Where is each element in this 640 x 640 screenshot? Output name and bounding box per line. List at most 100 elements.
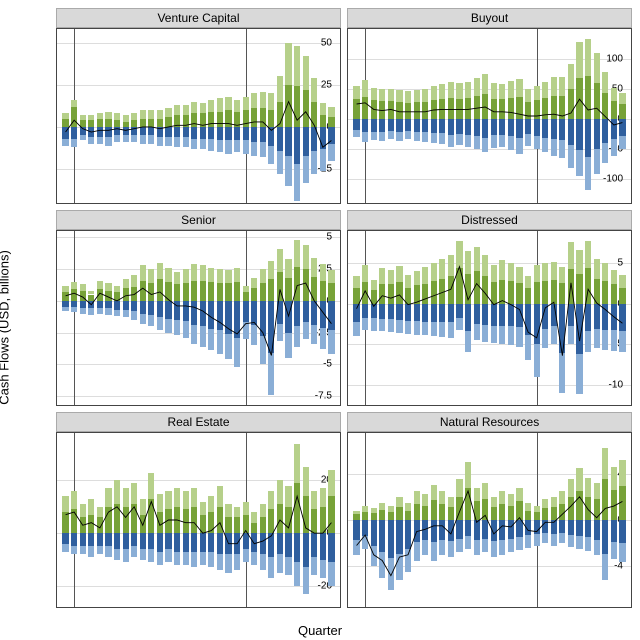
bar-pos [516, 97, 522, 119]
bar-neg [225, 127, 231, 141]
bar-neg-light [568, 145, 574, 168]
bar-neg [131, 301, 137, 311]
bar-pos-light [525, 276, 531, 288]
bar-pos [448, 98, 454, 119]
bar-neg-light [542, 329, 548, 348]
bar-pos-light [396, 266, 402, 282]
bar-neg-light [114, 549, 120, 560]
bar-neg [251, 533, 257, 551]
bar-neg [260, 533, 266, 554]
bar-neg-light [431, 542, 437, 561]
bar-neg [320, 533, 326, 559]
bar-neg-light [499, 540, 505, 555]
panel-distressed: Distressed-10-505 [347, 210, 632, 406]
bar-neg [251, 127, 257, 142]
bar-neg [243, 127, 249, 141]
bar-pos [474, 501, 480, 520]
bar-neg [285, 533, 291, 557]
bar-neg-light [234, 140, 240, 152]
bar-pos-light [191, 264, 197, 281]
bar-pos-light [62, 286, 68, 292]
bar-pos [516, 501, 522, 520]
bar-pos [534, 282, 540, 304]
bar-pos [320, 281, 326, 301]
bar-neg [542, 119, 548, 138]
bar-pos [140, 281, 146, 301]
bar-neg-light [277, 324, 283, 342]
bar-neg [260, 127, 266, 142]
bar-pos-light [105, 112, 111, 119]
bar-neg-light [611, 542, 617, 559]
bar-pos-light [499, 491, 505, 504]
bar-pos [225, 517, 231, 533]
bar-pos-light [422, 494, 428, 506]
bar-pos [285, 85, 291, 127]
bar-pos [303, 90, 309, 127]
bar-neg [508, 304, 514, 327]
bar-pos [439, 504, 445, 520]
bar-neg-light [499, 326, 505, 344]
bar-neg [568, 119, 574, 145]
bar-pos-light [353, 276, 359, 288]
facet-strip: Real Estate [56, 412, 341, 432]
bar-neg-light [353, 322, 359, 337]
bar-pos-light [516, 488, 522, 502]
bar-neg [422, 119, 428, 132]
bar-pos [602, 479, 608, 520]
bar-pos [542, 98, 548, 119]
bar-pos-light [208, 496, 214, 512]
bar-neg [105, 533, 111, 546]
bar-neg-light [388, 558, 394, 589]
bar-neg [611, 304, 617, 330]
bar-neg-light [585, 537, 591, 551]
bar-neg-light [534, 136, 540, 149]
bar-pos [328, 117, 334, 127]
bar-neg-light [559, 533, 565, 543]
bar-pos-light [482, 483, 488, 499]
bar-pos [499, 280, 505, 304]
bar-pos [234, 517, 240, 533]
bar-pos [294, 86, 300, 127]
bar-neg-light [371, 546, 377, 567]
bar-pos [328, 283, 334, 301]
bar-neg [422, 520, 428, 540]
bar-neg-light [268, 557, 274, 578]
bar-pos [243, 515, 249, 533]
bar-neg-light [88, 308, 94, 314]
bar-neg [328, 127, 334, 144]
bar-pos-light [260, 92, 266, 109]
bar-neg-light [251, 325, 257, 345]
bar-neg [542, 520, 548, 533]
bar-neg [320, 127, 326, 149]
bar-pos [285, 278, 291, 301]
bar-neg-light [277, 554, 283, 572]
bar-pos [71, 289, 77, 300]
bar-pos-light [431, 263, 437, 281]
bar-pos [97, 289, 103, 300]
bar-pos-light [594, 53, 600, 83]
bar-pos [251, 108, 257, 127]
bar-neg-light [594, 149, 600, 174]
bar-pos [602, 281, 608, 304]
bar-neg-light [508, 326, 514, 345]
bar-neg-light [97, 546, 103, 554]
bar-neg [534, 119, 540, 136]
bar-pos [140, 515, 146, 533]
bar-pos [191, 507, 197, 533]
bar-neg [594, 119, 600, 149]
y-tick-label: -10 [609, 379, 623, 390]
bar-neg [191, 533, 197, 551]
bar-pos-light [174, 105, 180, 115]
bar-neg-light [353, 540, 359, 555]
bar-pos [362, 512, 368, 520]
bar-pos-light [362, 80, 368, 97]
bar-neg-light [328, 144, 334, 161]
bar-neg-light [482, 138, 488, 152]
bar-pos-light [405, 503, 411, 511]
panel-real-estate: Real Estate-2002020152020 [56, 412, 341, 608]
bar-pos [576, 491, 582, 520]
bar-neg [311, 127, 317, 151]
bar-neg [439, 119, 445, 133]
bar-neg [414, 520, 420, 542]
bar-pos-light [439, 491, 445, 504]
